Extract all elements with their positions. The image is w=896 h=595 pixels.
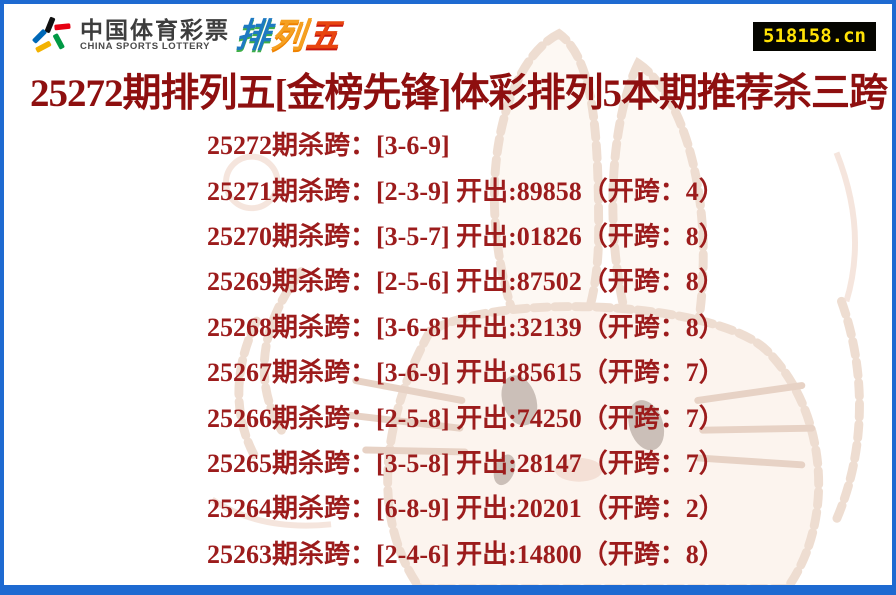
logo-cn-text: 中国体育彩票	[80, 17, 230, 44]
logo-text-block: 中国体育彩票 CHINA SPORTS LOTTERY	[80, 19, 230, 52]
list-item: 25263期杀跨：[2-4-6] 开出:14800（开跨：8）	[207, 539, 725, 569]
list-item: 25271期杀跨：[2-3-9] 开出:89858（开跨：4）	[207, 176, 725, 206]
list-item: 25272期杀跨：[3-6-9]	[207, 131, 450, 161]
brand-pailiewu: 排 列 五	[234, 17, 343, 55]
list-item: 25266期杀跨：[2-5-8] 开出:74250（开跨：7）	[207, 403, 725, 433]
sports-lottery-pinwheel-icon	[32, 16, 71, 53]
brand-char: 五	[304, 17, 343, 55]
page-title: 25272期排列五[金榜先锋]体彩排列5本期推荐杀三跨	[30, 72, 888, 115]
prediction-list: 25272期杀跨：[3-6-9] 25271期杀跨：[2-3-9] 开出:898…	[207, 121, 725, 575]
brand-char: 列	[269, 17, 308, 55]
list-item: 25267期杀跨：[3-6-9] 开出:85615（开跨：7）	[207, 358, 725, 388]
list-item: 25269期杀跨：[2-5-6] 开出:87502（开跨：8）	[207, 267, 725, 297]
list-item: 25264期杀跨：[6-8-9] 开出:20201（开跨：2）	[207, 494, 725, 524]
logo-en-text: CHINA SPORTS LOTTERY	[80, 41, 211, 53]
brand-char: 排	[234, 17, 273, 55]
list-item: 25268期杀跨：[3-6-8] 开出:32139（开跨：8）	[207, 312, 725, 342]
site-badge: 518158.cn	[753, 22, 876, 51]
list-item: 25270期杀跨：[3-5-7] 开出:01826（开跨：8）	[207, 221, 725, 251]
list-item: 25265期杀跨：[3-5-8] 开出:28147（开跨：7）	[207, 448, 725, 478]
lottery-logo: 中国体育彩票 CHINA SPORTS LOTTERY 排 列 五	[24, 12, 343, 60]
